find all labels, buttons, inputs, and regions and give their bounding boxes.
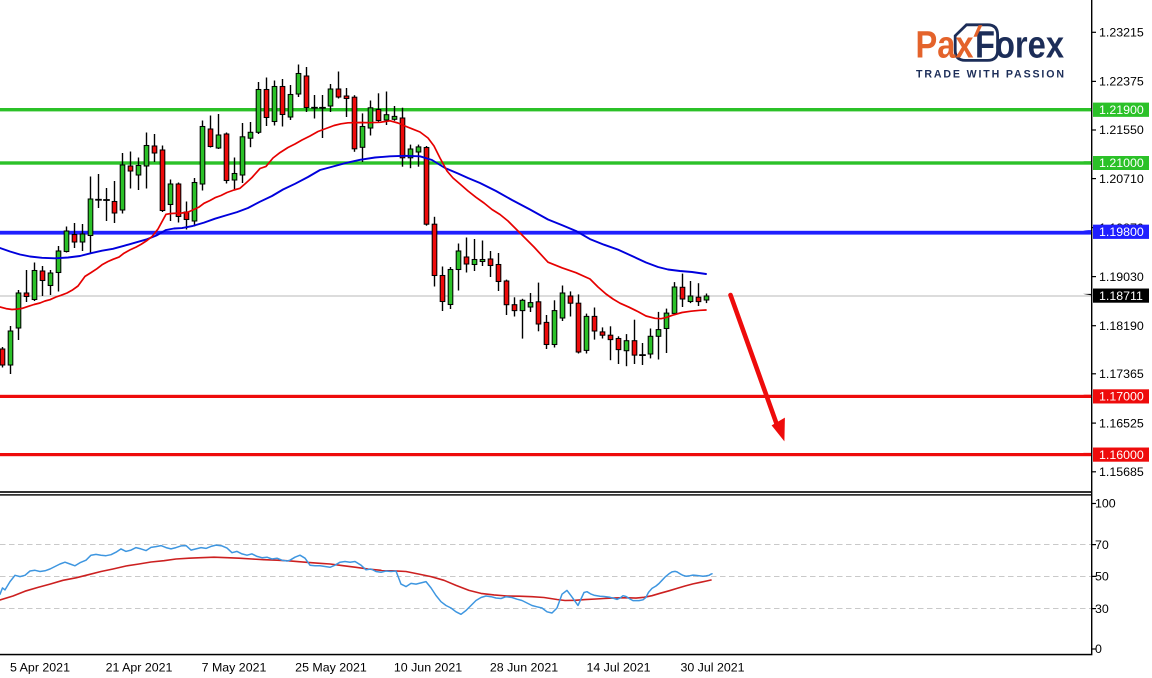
svg-text:1.22375: 1.22375 (1099, 75, 1144, 89)
svg-text:1.16000: 1.16000 (1099, 448, 1144, 462)
svg-text:1.20710: 1.20710 (1099, 172, 1144, 186)
svg-text:25 May 2021: 25 May 2021 (295, 661, 367, 675)
svg-text:1.19030: 1.19030 (1099, 270, 1144, 284)
svg-text:1.21900: 1.21900 (1099, 103, 1144, 117)
svg-text:1.15685: 1.15685 (1099, 465, 1144, 479)
svg-text:1.17000: 1.17000 (1099, 390, 1144, 404)
svg-text:1.16525: 1.16525 (1099, 416, 1144, 430)
svg-text:10 Jun 2021: 10 Jun 2021 (394, 661, 462, 675)
svg-text:1.19800: 1.19800 (1099, 225, 1144, 239)
svg-text:1.21000: 1.21000 (1099, 156, 1144, 170)
svg-text:30: 30 (1095, 602, 1109, 616)
svg-text:14 Jul 2021: 14 Jul 2021 (586, 661, 650, 675)
svg-text:0: 0 (1095, 642, 1102, 656)
svg-text:1.18190: 1.18190 (1099, 319, 1144, 333)
svg-text:28 Jun 2021: 28 Jun 2021 (490, 661, 558, 675)
svg-text:7 May 2021: 7 May 2021 (202, 661, 267, 675)
svg-text:70: 70 (1095, 538, 1109, 552)
svg-text:5 Apr 2021: 5 Apr 2021 (10, 661, 70, 675)
svg-text:TRADE WITH PASSION: TRADE WITH PASSION (916, 69, 1067, 81)
svg-text:30 Jul 2021: 30 Jul 2021 (680, 661, 744, 675)
svg-text:50: 50 (1095, 570, 1109, 584)
svg-text:100: 100 (1095, 497, 1116, 511)
svg-text:1.23215: 1.23215 (1099, 26, 1144, 40)
svg-text:Pax: Pax (916, 25, 974, 67)
svg-text:1.18711: 1.18711 (1099, 289, 1143, 303)
svg-text:1.21550: 1.21550 (1099, 123, 1144, 137)
svg-text:21 Apr 2021: 21 Apr 2021 (106, 661, 173, 675)
svg-text:Forex: Forex (975, 25, 1064, 67)
svg-text:1.17365: 1.17365 (1099, 367, 1144, 381)
